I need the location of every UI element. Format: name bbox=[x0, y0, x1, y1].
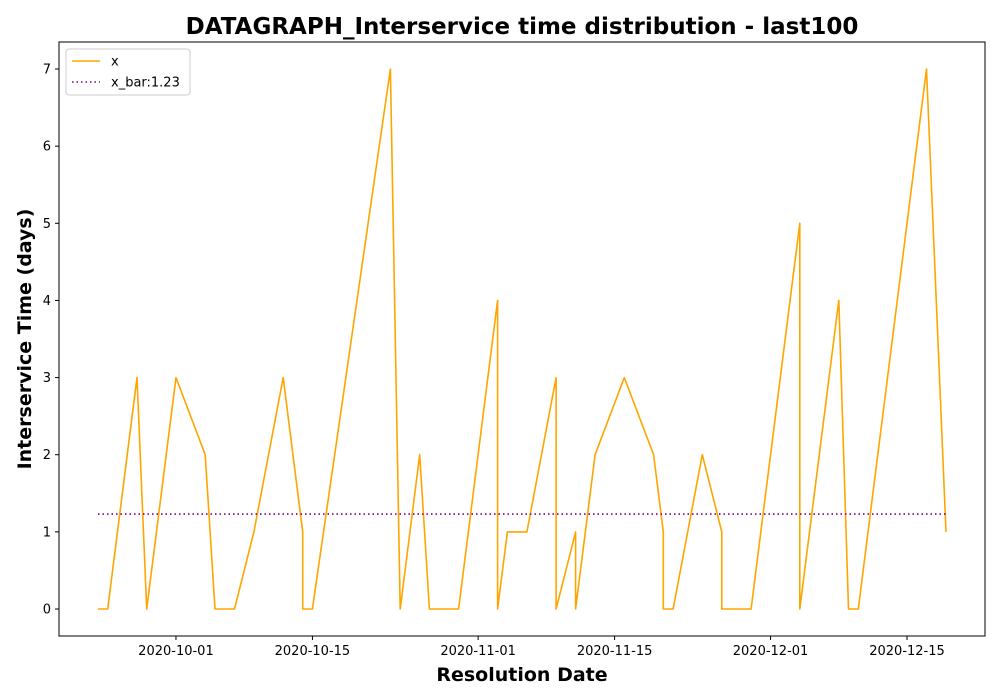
y-tick-label: 7 bbox=[43, 63, 51, 78]
x-tick-label: 2020-12-01 bbox=[733, 644, 809, 659]
y-tick-label: 3 bbox=[43, 371, 51, 386]
chart-title: DATAGRAPH_Interservice time distribution… bbox=[186, 14, 859, 40]
x-tick-label: 2020-10-15 bbox=[275, 644, 351, 659]
x-tick-label: 2020-11-15 bbox=[577, 644, 653, 659]
legend-label-1: x_bar:1.23 bbox=[111, 76, 180, 91]
x-tick-label: 2020-11-01 bbox=[440, 644, 516, 659]
plot-area: 0 1 2 3 4 5 6 7 2020-10-01 2020-10-15 2020-11-01 20… bbox=[43, 41, 986, 659]
y-tick-label: 1 bbox=[43, 525, 51, 540]
plot-frame bbox=[58, 41, 986, 637]
y-tick-label: 6 bbox=[43, 140, 51, 155]
y-axis-label: Interservice Time (days) bbox=[14, 209, 36, 470]
x-axis-label: Resolution Date bbox=[436, 664, 607, 686]
series-line-0 bbox=[98, 68, 947, 610]
x-tick-label: 2020-10-01 bbox=[138, 644, 214, 659]
y-tick-label: 5 bbox=[43, 217, 51, 232]
legend-label-0: x bbox=[111, 55, 119, 70]
legend: x x_bar:1.23 bbox=[65, 48, 191, 96]
x-tick-label: 2020-12-15 bbox=[869, 644, 945, 659]
y-tick-label: 4 bbox=[43, 294, 51, 309]
y-tick-label: 0 bbox=[43, 603, 51, 618]
y-tick-label: 2 bbox=[43, 448, 51, 463]
